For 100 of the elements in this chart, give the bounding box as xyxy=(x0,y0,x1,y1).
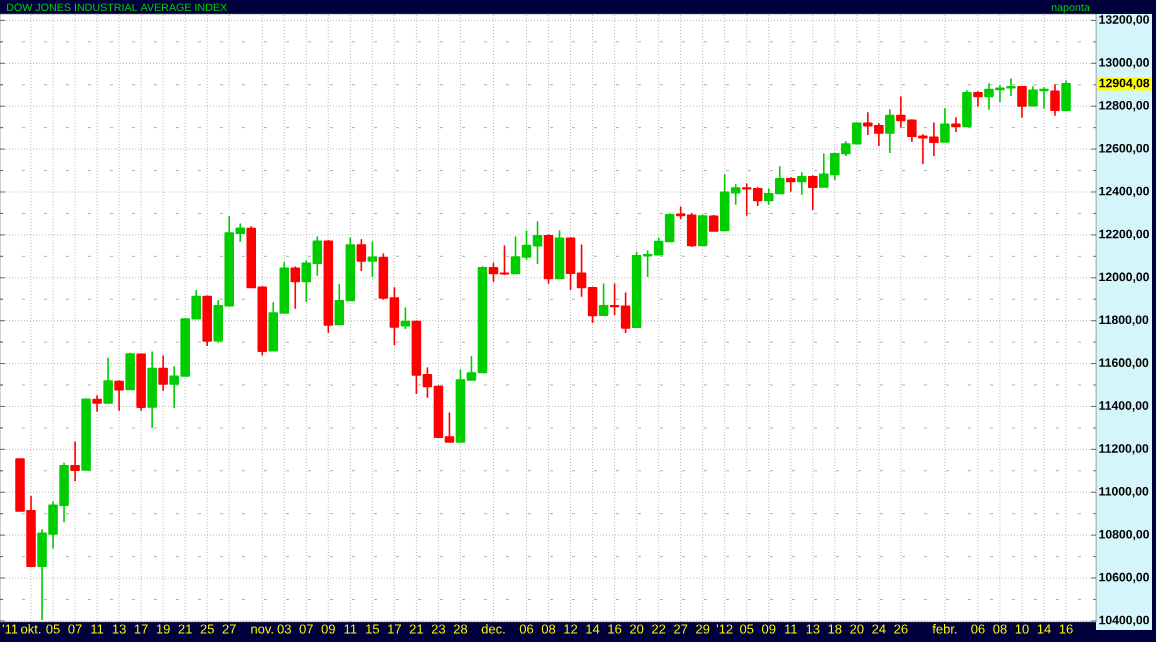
x-tick-label: 03 xyxy=(277,624,291,634)
x-tick-label: 24 xyxy=(872,624,886,634)
x-tick-label: '11 xyxy=(2,624,18,634)
x-tick-label: 14 xyxy=(1037,624,1051,634)
x-tick-label: 17 xyxy=(134,624,148,634)
candlestick xyxy=(752,187,763,207)
candlestick xyxy=(797,172,807,196)
candlestick xyxy=(1050,83,1060,117)
x-tick-label: 21 xyxy=(178,624,192,634)
x-tick-label: nov. xyxy=(251,626,273,634)
candlestick xyxy=(488,262,499,283)
y-tick-label: 12800,00 xyxy=(1099,101,1149,112)
candlestick xyxy=(92,394,102,413)
candlestick xyxy=(962,89,972,128)
candlestick xyxy=(576,244,587,298)
x-tick-label: 12 xyxy=(564,624,578,634)
candlestick xyxy=(741,183,752,217)
x-tick-label: 08 xyxy=(993,624,1007,634)
y-tick-label: 12000,00 xyxy=(1099,272,1149,283)
candlestick xyxy=(400,307,411,330)
y-tick-label: 10400,00 xyxy=(1099,615,1149,627)
candlestick xyxy=(455,369,466,444)
candlestick xyxy=(466,356,477,382)
candlestick xyxy=(169,365,179,409)
candlestick xyxy=(312,236,323,277)
y-tick-label: 12200,00 xyxy=(1099,229,1149,241)
x-tick-label: 23 xyxy=(431,624,446,634)
candlestick xyxy=(940,107,950,144)
candlestick xyxy=(697,214,708,247)
candlestick xyxy=(885,109,895,154)
candlestick xyxy=(411,320,422,395)
candlestick xyxy=(675,206,686,220)
candlestick xyxy=(708,214,719,233)
candlestick xyxy=(301,260,312,303)
x-tick-label: 05 xyxy=(46,624,60,634)
candlestick xyxy=(477,266,488,374)
candlestick xyxy=(323,240,334,334)
x-tick-label: 13 xyxy=(806,624,820,634)
candlestick xyxy=(103,357,113,405)
candlestick xyxy=(642,250,653,278)
candlestick xyxy=(719,174,730,232)
y-tick-label: 11800,00 xyxy=(1099,315,1149,326)
candlestick xyxy=(158,355,168,392)
candlestick xyxy=(147,351,157,429)
candlestick xyxy=(334,284,345,326)
x-tick-label: 15 xyxy=(366,624,380,634)
chart-title: DOW JONES INDUSTRIAL AVERAGE INDEX xyxy=(7,3,227,12)
candlestick xyxy=(686,212,697,248)
candlestick xyxy=(1017,85,1027,119)
candlestick xyxy=(565,237,576,291)
candlestick xyxy=(81,398,91,471)
x-tick-label: 07 xyxy=(299,624,313,634)
x-tick-label: 09 xyxy=(321,624,335,634)
candlestick xyxy=(587,286,598,324)
x-tick-label: 25 xyxy=(200,624,214,634)
candlestick xyxy=(367,241,378,278)
x-tick-label: 11 xyxy=(91,624,104,634)
candlestick xyxy=(653,237,664,257)
y-tick-label: 12400,00 xyxy=(1099,186,1149,198)
y-tick-label: 13200,00 xyxy=(1099,15,1149,26)
candlestick xyxy=(202,295,212,347)
y-tick-label: 11400,00 xyxy=(1099,401,1149,412)
x-tick-label: 21 xyxy=(409,624,423,634)
candlestick xyxy=(1006,78,1016,97)
x-tick-label: '12 xyxy=(716,624,733,634)
candlestick xyxy=(543,234,554,285)
candlestick xyxy=(356,239,367,272)
candlestick xyxy=(1061,80,1071,112)
x-tick-label: 14 xyxy=(586,624,600,634)
candlestick xyxy=(620,292,631,334)
candlestick xyxy=(730,184,741,206)
chart-subtitle: naponta xyxy=(1051,4,1090,14)
x-tick-label: 11 xyxy=(785,624,797,634)
y-tick-label: 11600,00 xyxy=(1099,358,1149,369)
y-tick-label: 11000,00 xyxy=(1099,487,1149,498)
candlestick xyxy=(290,266,301,310)
candlestick xyxy=(433,385,444,438)
y-tick-label: 12600,00 xyxy=(1099,143,1149,155)
candlestick xyxy=(114,379,124,412)
candlestick xyxy=(852,121,862,145)
x-tick-label: 29 xyxy=(696,624,710,634)
candlestick xyxy=(389,287,400,347)
candlestick xyxy=(841,141,851,157)
x-tick-label: 09 xyxy=(762,624,776,634)
candlestick xyxy=(808,175,818,211)
y-tick-label: 11200,00 xyxy=(1099,444,1149,455)
candlestick xyxy=(532,221,543,265)
candlestick xyxy=(510,236,521,275)
x-tick-label: dec. xyxy=(481,624,505,634)
candlestick xyxy=(345,237,356,302)
x-tick-label: 17 xyxy=(388,624,401,634)
x-tick-label: 11 xyxy=(344,624,357,634)
candlestick xyxy=(774,166,785,195)
y-tick-label: 10600,00 xyxy=(1099,572,1149,584)
text: 12904,08 xyxy=(1099,78,1150,90)
x-tick-label: febr. xyxy=(932,624,957,634)
candlestick xyxy=(268,302,279,352)
x-tick-label: 08 xyxy=(541,624,556,634)
x-tick-label: 05 xyxy=(740,624,754,634)
candlestick xyxy=(378,253,389,301)
